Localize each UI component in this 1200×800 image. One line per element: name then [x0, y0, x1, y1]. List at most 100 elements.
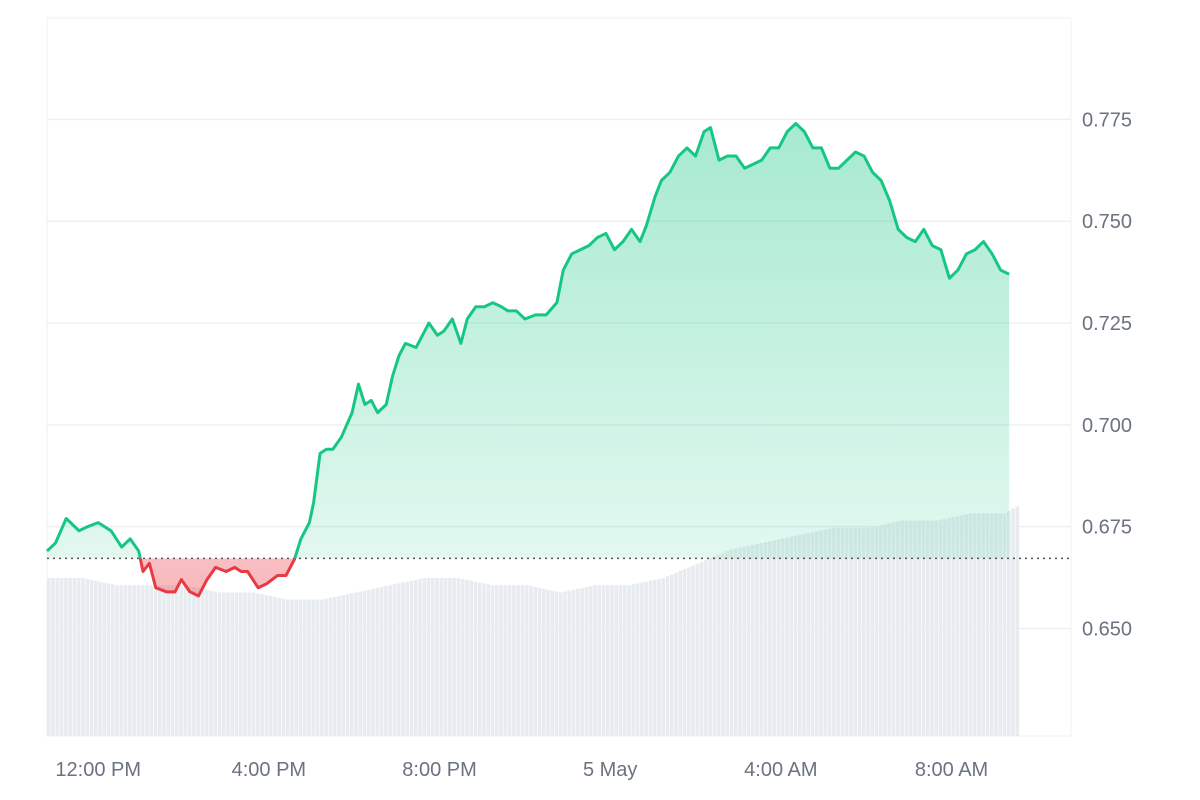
volume-bar — [204, 589, 209, 736]
volume-bar — [887, 523, 892, 736]
volume-bar — [47, 578, 51, 736]
volume-bar — [533, 587, 538, 736]
volume-bar — [281, 598, 286, 736]
volume-bar — [443, 578, 448, 736]
volume-bar — [951, 517, 956, 736]
volume-bar — [149, 585, 154, 736]
volume-bar — [123, 585, 128, 736]
volume-bar — [332, 596, 337, 736]
volume-bar — [200, 588, 205, 736]
volume-bar — [490, 585, 495, 736]
volume-bar — [593, 585, 597, 736]
volume-bar — [716, 554, 721, 736]
volume-bar — [465, 579, 469, 736]
volume-bar — [51, 578, 55, 736]
volume-bar — [213, 591, 218, 736]
volume-bar — [294, 599, 299, 736]
volume-bar — [763, 542, 768, 736]
price-line-down — [138, 558, 297, 598]
y-tick-label: 0.725 — [1082, 313, 1132, 335]
x-tick-label: 5 May — [583, 759, 637, 781]
volume-bar — [879, 525, 883, 736]
volume-bar — [994, 513, 998, 736]
volume-bar — [981, 513, 986, 736]
volume-bar — [175, 585, 179, 736]
volume-bar — [815, 531, 819, 736]
volume-bar — [320, 599, 324, 736]
x-tick-label: 4:00 AM — [744, 759, 817, 781]
volume-bar — [367, 589, 371, 736]
volume-bar — [537, 587, 542, 736]
volume-bar — [674, 572, 678, 736]
volume-bar — [358, 591, 363, 736]
volume-bar — [832, 527, 836, 736]
volume-bar — [661, 578, 666, 736]
volume-bar — [55, 578, 60, 736]
volume-bar — [789, 536, 794, 736]
volume-bar — [618, 585, 623, 736]
volume-bar — [315, 599, 320, 736]
volume-bar — [337, 595, 341, 736]
volume-bar — [277, 597, 282, 736]
volume-bar — [938, 519, 943, 736]
y-axis: 0.775 0.750 0.725 0.700 0.675 0.650 — [1082, 109, 1132, 640]
volume-bar — [985, 513, 990, 736]
volume-bar — [72, 578, 77, 736]
volume-bar — [968, 513, 973, 736]
volume-bar — [268, 595, 273, 736]
volume-bar — [170, 585, 175, 736]
volume-bar — [955, 516, 960, 736]
volume-bar — [311, 599, 316, 736]
volume-bar — [768, 541, 772, 736]
volume-bar — [132, 585, 136, 736]
volume-bar — [379, 587, 384, 736]
volume-bar — [128, 585, 132, 736]
volume-bar — [588, 586, 593, 736]
volume-bar — [396, 583, 401, 736]
volume-bar — [883, 524, 887, 736]
volume-bar — [435, 578, 439, 736]
volume-bar — [187, 586, 192, 736]
volume-bar — [273, 596, 277, 736]
volume-bar — [751, 544, 755, 736]
volume-bar — [785, 537, 789, 736]
volume-bar — [742, 546, 747, 736]
volume-bar — [183, 585, 188, 736]
volume-bar — [93, 580, 98, 736]
volume-bar — [687, 567, 691, 736]
volume-bar — [635, 583, 640, 736]
volume-bar — [251, 592, 256, 736]
volume-bar — [866, 527, 870, 736]
volume-bar — [256, 593, 260, 736]
volume-bar — [849, 527, 853, 736]
volume-bar — [678, 570, 683, 736]
volume-bar — [140, 585, 145, 736]
volume-bar — [422, 578, 427, 736]
volume-bar — [891, 522, 896, 736]
volume-bar — [972, 513, 977, 736]
volume-bar — [439, 578, 444, 736]
y-tick-label: 0.750 — [1082, 211, 1132, 233]
price-line-up — [45, 121, 1010, 559]
volume-bar — [136, 585, 141, 736]
volume-bar — [640, 582, 644, 736]
volume-bar — [853, 527, 858, 736]
volume-bar — [806, 533, 811, 736]
volume-bars — [47, 506, 1020, 736]
volume-bar — [669, 574, 674, 736]
volume-bar — [917, 520, 922, 736]
volume-bar — [285, 599, 290, 736]
volume-bar — [157, 585, 162, 736]
volume-bar — [964, 514, 968, 736]
volume-bar — [507, 585, 512, 736]
volume-bar — [776, 539, 781, 736]
volume-bar — [657, 578, 661, 736]
volume-bar — [64, 578, 68, 736]
x-tick-label: 8:00 AM — [915, 759, 988, 781]
y-tick-label: 0.700 — [1082, 415, 1132, 437]
volume-bar — [290, 599, 294, 736]
volume-bar — [1011, 508, 1015, 736]
volume-bar — [721, 552, 725, 736]
volume-bar — [913, 520, 917, 736]
volume-bar — [827, 528, 832, 736]
